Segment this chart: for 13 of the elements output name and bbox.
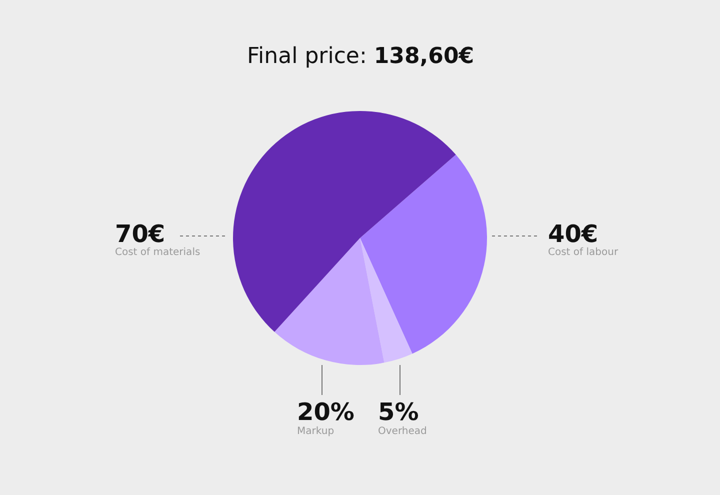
slice-label: Cost of materials	[115, 247, 200, 258]
pie-slice	[274, 238, 384, 365]
pie-slice	[360, 238, 412, 363]
data-label: 20%	[297, 398, 354, 426]
data-label: 40€	[548, 220, 598, 248]
pie-slice	[233, 111, 456, 332]
data-label: 5%	[378, 398, 419, 426]
chart-title: Final price: 138,60€	[247, 44, 474, 69]
slice-label: Markup	[297, 426, 334, 437]
slice-label: Cost of labour	[548, 247, 619, 258]
slice-label: Overhead	[378, 426, 427, 437]
data-label: 70€	[115, 220, 166, 248]
pie-slice	[360, 154, 487, 354]
